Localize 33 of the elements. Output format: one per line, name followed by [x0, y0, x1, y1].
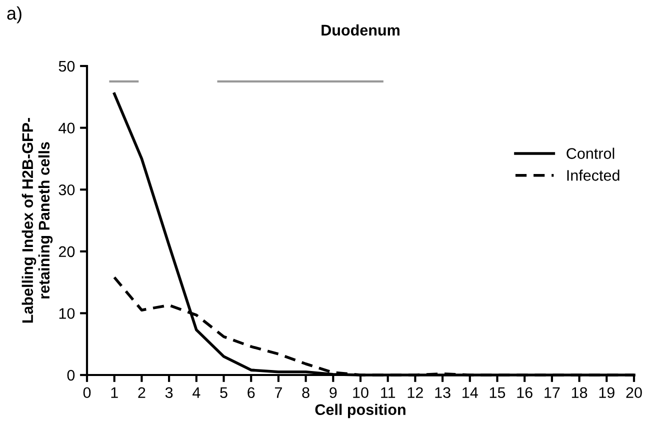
y-tick-label: 10	[59, 308, 75, 319]
x-tick-label: 4	[192, 387, 200, 398]
x-tick-label: 6	[248, 387, 255, 398]
x-tick-label: 18	[572, 387, 588, 398]
legend-label: Control	[566, 148, 614, 159]
x-tick-label: 12	[408, 387, 423, 398]
y-tick-label: 30	[58, 184, 75, 196]
text: a)	[7, 6, 22, 24]
x-tick-label: 5	[220, 387, 228, 398]
x-tick-label: 3	[165, 387, 173, 398]
x-tick-label: 13	[435, 387, 450, 398]
x-axis-title: Cell position	[315, 404, 406, 418]
x-tick-label: 0	[83, 387, 91, 398]
x-tick-label: 7	[274, 387, 282, 398]
x-tick-label: 11	[381, 387, 396, 398]
x-tick-label: 20	[626, 387, 642, 398]
y-axis-title: Labelling Index of H2B-GFP- retaining Paneth cells	[22, 118, 53, 323]
chart-title: Duodenum	[322, 24, 400, 36]
y-tick-label: 20	[58, 246, 75, 258]
x-tick-label: 2	[138, 387, 146, 398]
x-tick-label: 8	[302, 387, 310, 398]
x-tick-label: 9	[330, 387, 337, 398]
x-tick-label: 14	[462, 387, 478, 398]
x-tick-label: 15	[490, 387, 506, 398]
x-tick-label: 10	[353, 387, 368, 398]
legend-label: Infected	[567, 170, 620, 181]
x-tick-label: 16	[517, 387, 532, 398]
y-tick-label: 50	[58, 60, 75, 72]
x-tick-label: 17	[544, 387, 560, 398]
y-tick-label: 0	[67, 370, 75, 381]
x-tick-label: 19	[599, 387, 614, 398]
x-tick-label: 1	[111, 387, 118, 398]
y-tick-label: 40	[58, 122, 75, 134]
